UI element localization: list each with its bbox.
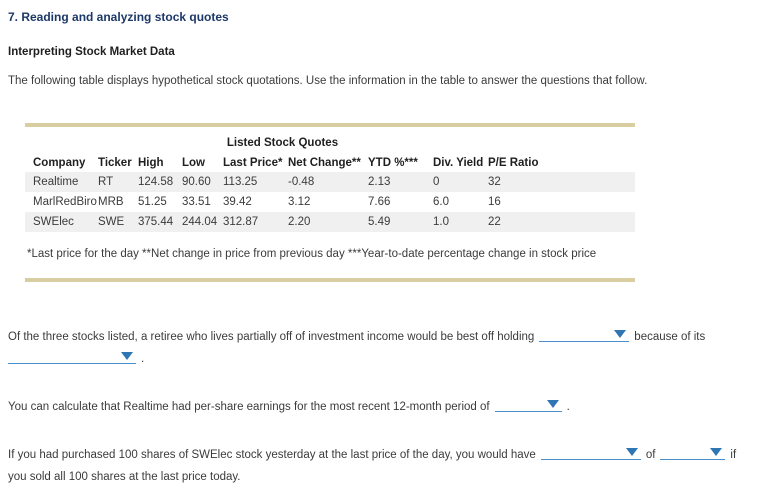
- cell-high: 51.25: [138, 196, 167, 208]
- cell-net-change: -0.48: [288, 176, 315, 188]
- cell-high: 124.58: [138, 176, 174, 188]
- cell-net-change: 2.20: [288, 216, 311, 228]
- cell-div-yield: 1.0: [433, 216, 449, 228]
- chevron-down-icon: [625, 448, 638, 456]
- dropdown-eps[interactable]: [494, 399, 562, 412]
- cell-ticker: SWE: [98, 216, 125, 228]
- question-3-text: If you had purchased 100 shares of SWEle…: [8, 449, 536, 461]
- table-row: MarlRedBiro MRB 51.25 33.51 39.42 3.12 7…: [25, 192, 635, 212]
- question-1-text: Of the three stocks listed, a retiree wh…: [8, 331, 535, 343]
- question-2: You can calculate that Realtime had per-…: [8, 396, 749, 418]
- question-3-text: of: [645, 449, 656, 461]
- cell-low: 33.51: [182, 196, 211, 208]
- intro-text: The following table displays hypothetica…: [8, 75, 648, 87]
- cell-ticker: MRB: [98, 196, 124, 208]
- header-row: Company Ticker High Low Last Price* Net …: [25, 154, 635, 172]
- chevron-down-icon: [121, 352, 133, 360]
- table-row: SWElec SWE 375.44 244.04 312.87 2.20 5.4…: [25, 212, 635, 232]
- question-2-text: You can calculate that Realtime had per-…: [8, 401, 490, 413]
- cell-div-yield: 6.0: [433, 196, 449, 208]
- cell-company: MarlRedBiro: [33, 196, 97, 208]
- question-1-text: because of its: [634, 331, 706, 343]
- quotes-table: Company Ticker High Low Last Price* Net …: [25, 154, 635, 232]
- cell-ytd: 2.13: [368, 176, 391, 188]
- question-3-text: if: [730, 449, 737, 461]
- page-title: 7. Reading and analyzing stock quotes: [8, 10, 229, 24]
- cell-low: 244.04: [182, 216, 218, 228]
- column-header-net-change: Net Change**: [288, 157, 361, 169]
- column-header-company: Company: [33, 157, 86, 169]
- section-subtitle: Interpreting Stock Market Data: [8, 46, 175, 58]
- table-row: Realtime RT 124.58 90.60 113.25 -0.48 2.…: [25, 172, 635, 192]
- question-1-text: .: [141, 353, 145, 365]
- cell-low: 90.60: [182, 176, 211, 188]
- table-footnote: *Last price for the day **Net change in …: [27, 248, 597, 260]
- question-2-text: .: [566, 401, 570, 413]
- cell-high: 375.44: [138, 216, 174, 228]
- question-3: If you had purchased 100 shares of SWEle…: [8, 444, 749, 488]
- cell-company: Realtime: [33, 176, 79, 188]
- chevron-down-icon: [546, 400, 559, 408]
- cell-ytd: 7.66: [368, 196, 391, 208]
- cell-ytd: 5.49: [368, 216, 391, 228]
- cell-pe-ratio: 22: [488, 216, 501, 228]
- column-header-low: Low: [182, 157, 205, 169]
- cell-last-price: 39.42: [223, 196, 252, 208]
- cell-last-price: 312.87: [223, 216, 259, 228]
- stock-quotes-table: Listed Stock Quotes Company Ticker High …: [25, 123, 635, 282]
- dropdown-stock-choice[interactable]: [539, 329, 630, 342]
- chevron-down-icon: [710, 448, 723, 456]
- column-header-ticker: Ticker: [98, 157, 132, 169]
- dropdown-amount[interactable]: [660, 447, 726, 460]
- cell-pe-ratio: 16: [488, 196, 501, 208]
- cell-ticker: RT: [98, 176, 114, 188]
- cell-div-yield: 0: [433, 176, 440, 188]
- cell-company: SWElec: [33, 216, 74, 228]
- chevron-down-icon: [614, 330, 627, 338]
- dropdown-gain-loss[interactable]: [540, 447, 641, 460]
- cell-pe-ratio: 32: [488, 176, 501, 188]
- question-1: Of the three stocks listed, a retiree wh…: [8, 326, 749, 370]
- column-header-high: High: [138, 157, 164, 169]
- cell-net-change: 3.12: [288, 196, 311, 208]
- dropdown-reason[interactable]: [8, 351, 136, 364]
- column-header-div-yield: Div. Yield: [433, 157, 484, 169]
- column-header-pe-ratio: P/E Ratio: [488, 157, 539, 169]
- column-header-ytd: YTD %***: [368, 157, 418, 169]
- question-3-text: you sold all 100 shares at the last pric…: [8, 471, 241, 483]
- cell-last-price: 113.25: [223, 176, 258, 188]
- questions-section: Of the three stocks listed, a retiree wh…: [8, 326, 749, 488]
- column-header-last-price: Last Price*: [223, 157, 283, 169]
- table-title: Listed Stock Quotes: [226, 137, 339, 149]
